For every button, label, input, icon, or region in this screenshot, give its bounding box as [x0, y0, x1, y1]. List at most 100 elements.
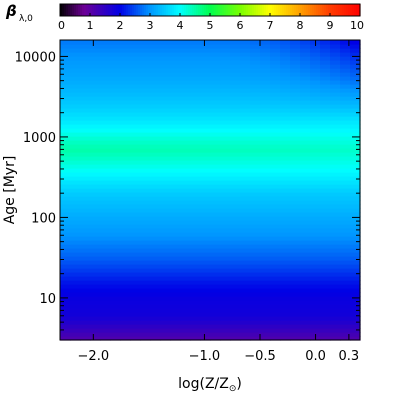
heatmap-cell — [310, 216, 321, 221]
heatmap-cell — [180, 136, 191, 141]
heatmap-cell — [100, 80, 111, 85]
heatmap-cell — [300, 232, 311, 237]
heatmap-cell — [310, 264, 321, 269]
heatmap-cell — [320, 196, 331, 201]
heatmap-cell — [250, 168, 261, 173]
colorbar-cell — [224, 4, 227, 16]
heatmap-cell — [300, 284, 311, 289]
heatmap-cell — [350, 312, 361, 317]
heatmap-cell — [230, 52, 241, 57]
heatmap-cell — [340, 40, 351, 45]
heatmap-cell — [330, 220, 341, 225]
heatmap-cell — [120, 304, 131, 309]
heatmap-cell — [210, 300, 221, 305]
heatmap-cell — [160, 256, 171, 261]
heatmap-cell — [320, 328, 331, 333]
heatmap-cell — [220, 320, 231, 325]
heatmap-cell — [240, 188, 251, 193]
heatmap-cell — [80, 100, 91, 105]
heatmap-cell — [110, 240, 121, 245]
heatmap-cell — [310, 292, 321, 297]
heatmap-cell — [230, 300, 241, 305]
heatmap-cell — [260, 216, 271, 221]
heatmap-cell — [70, 152, 81, 157]
heatmap-cell — [100, 132, 111, 137]
heatmap-cell — [320, 228, 331, 233]
heatmap-cell — [300, 220, 311, 225]
colorbar-tick-label: 2 — [117, 19, 124, 32]
heatmap-cell — [90, 48, 101, 53]
heatmap-cell — [290, 204, 301, 209]
heatmap-cell — [180, 56, 191, 61]
heatmap-cell — [320, 256, 331, 261]
heatmap-cell — [330, 176, 341, 181]
x-tick-label: −1.0 — [189, 349, 221, 364]
heatmap-cell — [300, 236, 311, 241]
heatmap-cell — [320, 68, 331, 73]
heatmap-cell — [210, 132, 221, 137]
heatmap-cell — [60, 172, 71, 177]
colorbar-cell — [348, 4, 351, 16]
heatmap-cell — [310, 184, 321, 189]
heatmap-cell — [210, 256, 221, 261]
heatmap-cell — [170, 144, 181, 149]
heatmap-cell — [350, 320, 361, 325]
heatmap-cell — [200, 280, 211, 285]
heatmap-cell — [350, 76, 361, 81]
colorbar-cell — [82, 4, 85, 16]
heatmap-cell — [110, 96, 121, 101]
heatmap-cell — [230, 80, 241, 85]
heatmap-cell — [80, 308, 91, 313]
heatmap-cell — [70, 136, 81, 141]
heatmap-cell — [190, 88, 201, 93]
heatmap-cell — [110, 164, 121, 169]
heatmap-cell — [200, 228, 211, 233]
heatmap-cell — [100, 228, 111, 233]
heatmap-cell — [180, 60, 191, 65]
heatmap-cell — [250, 284, 261, 289]
heatmap-cell — [280, 248, 291, 253]
heatmap-cell — [80, 188, 91, 193]
heatmap-cell — [180, 64, 191, 69]
heatmap-cell — [230, 128, 241, 133]
heatmap-cell — [290, 264, 301, 269]
heatmap-cell — [270, 120, 281, 125]
heatmap-cell — [210, 216, 221, 221]
heatmap-cell — [150, 288, 161, 293]
heatmap-cell — [300, 156, 311, 161]
colorbar-cell — [156, 4, 159, 16]
heatmap-cell — [100, 252, 111, 257]
heatmap-cell — [130, 108, 141, 113]
heatmap-cell — [60, 92, 71, 97]
heatmap-cell — [170, 256, 181, 261]
heatmap-cell — [180, 80, 191, 85]
heatmap-cell — [270, 100, 281, 105]
heatmap-cell — [180, 156, 191, 161]
heatmap-cell — [80, 124, 91, 129]
heatmap-cell — [290, 328, 301, 333]
heatmap-cell — [290, 140, 301, 145]
heatmap-cell — [250, 92, 261, 97]
heatmap-cell — [240, 192, 251, 197]
heatmap-cell — [170, 52, 181, 57]
heatmap-cell — [320, 84, 331, 89]
heatmap-cell — [340, 276, 351, 281]
heatmap-cell — [70, 148, 81, 153]
heatmap-cell — [320, 124, 331, 129]
heatmap-cell — [300, 80, 311, 85]
heatmap-cell — [280, 188, 291, 193]
heatmap-cell — [150, 252, 161, 257]
heatmap-cell — [170, 88, 181, 93]
heatmap-cell — [110, 260, 121, 265]
heatmap-cell — [220, 60, 231, 65]
heatmap-cell — [110, 172, 121, 177]
heatmap-cell — [70, 188, 81, 193]
heatmap-cell — [260, 180, 271, 185]
heatmap-cell — [290, 236, 301, 241]
heatmap-cell — [280, 216, 291, 221]
heatmap-cell — [90, 216, 101, 221]
heatmap-cell — [100, 192, 111, 197]
heatmap-cell — [160, 156, 171, 161]
heatmap-cell — [260, 140, 271, 145]
heatmap-cell — [200, 288, 211, 293]
